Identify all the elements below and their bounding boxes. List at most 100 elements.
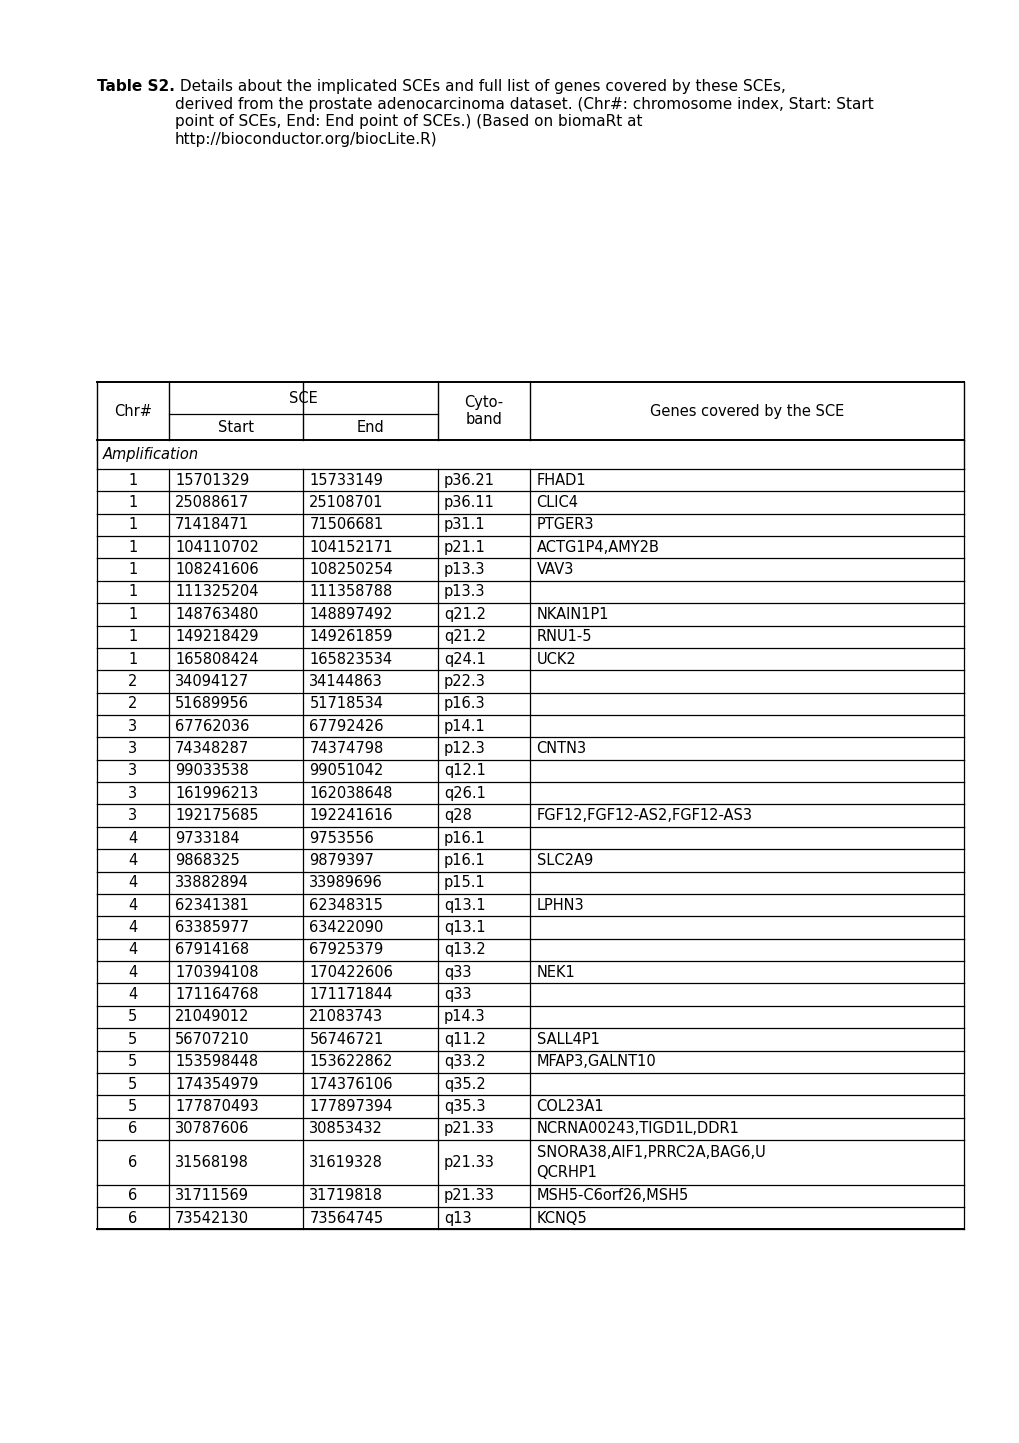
Text: 4: 4 — [128, 853, 138, 867]
Text: 177897394: 177897394 — [309, 1100, 392, 1114]
Text: End: End — [357, 420, 384, 434]
Text: q33: q33 — [443, 987, 471, 1001]
Text: UCK2: UCK2 — [536, 652, 576, 667]
Text: 1: 1 — [128, 495, 138, 509]
Text: q11.2: q11.2 — [443, 1032, 485, 1046]
Text: VAV3: VAV3 — [536, 563, 574, 577]
Text: 71506681: 71506681 — [309, 518, 383, 532]
Text: 162038648: 162038648 — [309, 786, 392, 801]
Text: p14.3: p14.3 — [443, 1010, 485, 1025]
Text: 148763480: 148763480 — [175, 608, 258, 622]
Text: QCRHP1: QCRHP1 — [536, 1165, 597, 1180]
Text: 4: 4 — [128, 987, 138, 1001]
Text: 15701329: 15701329 — [175, 473, 249, 488]
Text: 104152171: 104152171 — [309, 540, 392, 554]
Text: 174376106: 174376106 — [309, 1076, 392, 1091]
Text: NCRNA00243,TIGD1L,DDR1: NCRNA00243,TIGD1L,DDR1 — [536, 1121, 739, 1136]
Text: 73542130: 73542130 — [175, 1211, 249, 1225]
Text: q33: q33 — [443, 965, 471, 980]
Text: 1: 1 — [128, 518, 138, 532]
Text: p16.1: p16.1 — [443, 853, 485, 867]
Text: 4: 4 — [128, 831, 138, 846]
Text: 165808424: 165808424 — [175, 652, 258, 667]
Text: 153598448: 153598448 — [175, 1055, 258, 1069]
Text: p16.3: p16.3 — [443, 697, 485, 711]
Text: 15733149: 15733149 — [309, 473, 383, 488]
Text: 1: 1 — [128, 652, 138, 667]
Text: 99051042: 99051042 — [309, 763, 383, 778]
Text: 31719818: 31719818 — [309, 1189, 383, 1203]
Text: 5: 5 — [128, 1055, 138, 1069]
Text: Cyto-
band: Cyto- band — [464, 395, 503, 427]
Text: p21.1: p21.1 — [443, 540, 485, 554]
Text: 6: 6 — [128, 1189, 138, 1203]
Text: Start: Start — [218, 420, 254, 434]
Text: 4: 4 — [128, 921, 138, 935]
Text: 5: 5 — [128, 1100, 138, 1114]
Text: 153622862: 153622862 — [309, 1055, 392, 1069]
Text: p16.1: p16.1 — [443, 831, 485, 846]
Text: 149218429: 149218429 — [175, 629, 258, 644]
Text: p21.33: p21.33 — [443, 1154, 494, 1170]
Text: 56707210: 56707210 — [175, 1032, 250, 1046]
Text: Table S2.: Table S2. — [97, 79, 174, 94]
Text: p36.11: p36.11 — [443, 495, 494, 509]
Text: CLIC4: CLIC4 — [536, 495, 578, 509]
Text: 1: 1 — [128, 540, 138, 554]
Text: 63422090: 63422090 — [309, 921, 383, 935]
Text: KCNQ5: KCNQ5 — [536, 1211, 587, 1225]
Text: q35.2: q35.2 — [443, 1076, 485, 1091]
Text: 67925379: 67925379 — [309, 942, 383, 957]
Text: 67792426: 67792426 — [309, 719, 383, 733]
Text: q21.2: q21.2 — [443, 608, 485, 622]
Text: 192175685: 192175685 — [175, 808, 258, 823]
Text: 2: 2 — [128, 674, 138, 688]
Text: 4: 4 — [128, 942, 138, 957]
Text: FGF12,FGF12-AS2,FGF12-AS3: FGF12,FGF12-AS2,FGF12-AS3 — [536, 808, 752, 823]
Text: 1: 1 — [128, 473, 138, 488]
Text: 62348315: 62348315 — [309, 898, 383, 912]
Text: 9868325: 9868325 — [175, 853, 239, 867]
Text: 3: 3 — [128, 763, 138, 778]
Text: 148897492: 148897492 — [309, 608, 392, 622]
Text: LPHN3: LPHN3 — [536, 898, 584, 912]
Text: p13.3: p13.3 — [443, 563, 485, 577]
Text: p36.21: p36.21 — [443, 473, 494, 488]
Text: 3: 3 — [128, 719, 138, 733]
Text: 149261859: 149261859 — [309, 629, 392, 644]
Text: q28: q28 — [443, 808, 471, 823]
Text: NEK1: NEK1 — [536, 965, 575, 980]
Text: PTGER3: PTGER3 — [536, 518, 593, 532]
Text: p21.33: p21.33 — [443, 1189, 494, 1203]
Text: 1: 1 — [128, 629, 138, 644]
Text: CNTN3: CNTN3 — [536, 742, 586, 756]
Text: 3: 3 — [128, 808, 138, 823]
Text: 31711569: 31711569 — [175, 1189, 249, 1203]
Text: 33989696: 33989696 — [309, 876, 383, 890]
Text: FHAD1: FHAD1 — [536, 473, 586, 488]
Text: q13.1: q13.1 — [443, 898, 485, 912]
Text: 34144863: 34144863 — [309, 674, 383, 688]
Text: p15.1: p15.1 — [443, 876, 485, 890]
Text: q33.2: q33.2 — [443, 1055, 485, 1069]
Text: SALL4P1: SALL4P1 — [536, 1032, 599, 1046]
Text: SLC2A9: SLC2A9 — [536, 853, 592, 867]
Text: q13.2: q13.2 — [443, 942, 485, 957]
Text: 9879397: 9879397 — [309, 853, 374, 867]
Text: Chr#: Chr# — [114, 404, 152, 418]
Text: 9733184: 9733184 — [175, 831, 239, 846]
Text: 5: 5 — [128, 1032, 138, 1046]
Text: 21083743: 21083743 — [309, 1010, 383, 1025]
Text: 31568198: 31568198 — [175, 1154, 249, 1170]
Text: 4: 4 — [128, 898, 138, 912]
Text: Genes covered by the SCE: Genes covered by the SCE — [649, 404, 844, 418]
Text: 6: 6 — [128, 1211, 138, 1225]
Text: 108250254: 108250254 — [309, 563, 392, 577]
Text: q24.1: q24.1 — [443, 652, 485, 667]
Text: 62341381: 62341381 — [175, 898, 249, 912]
Text: 51718534: 51718534 — [309, 697, 383, 711]
Text: q21.2: q21.2 — [443, 629, 485, 644]
Text: 111358788: 111358788 — [309, 584, 392, 599]
Text: ACTG1P4,AMY2B: ACTG1P4,AMY2B — [536, 540, 658, 554]
Text: 67762036: 67762036 — [175, 719, 249, 733]
